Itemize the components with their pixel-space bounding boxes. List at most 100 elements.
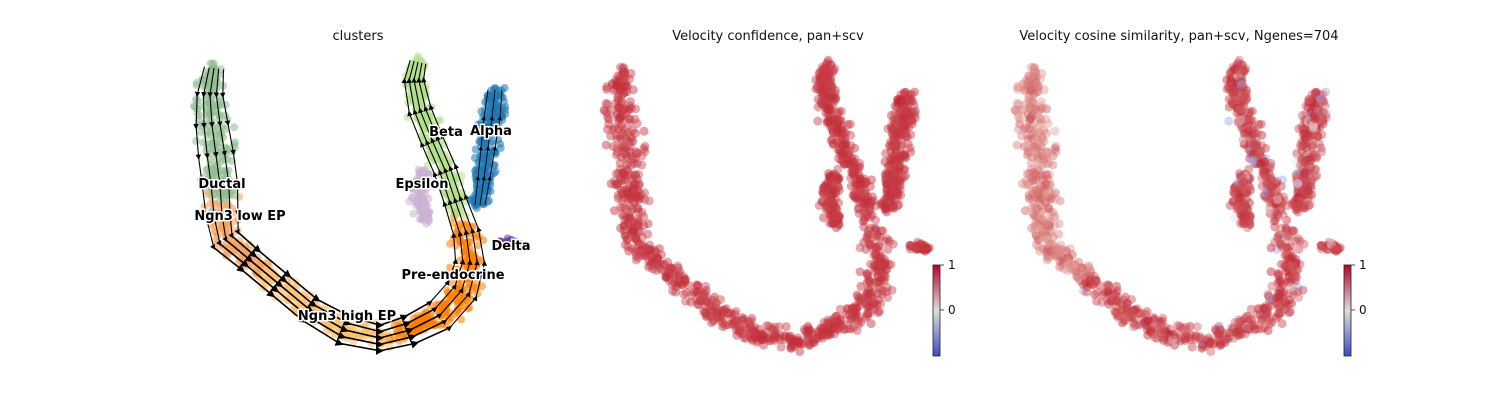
cell-point	[860, 313, 870, 323]
cell-point	[873, 277, 883, 287]
cell-point	[698, 290, 708, 300]
cell-point	[711, 298, 721, 308]
cell-point	[847, 158, 857, 168]
cell-point	[849, 171, 859, 181]
cell-point	[1022, 169, 1032, 179]
cell-point	[746, 316, 756, 326]
cell-point	[868, 288, 878, 297]
cell-point	[735, 328, 745, 337]
colorbar-tick-1: 1	[1359, 258, 1367, 272]
cell-point	[710, 306, 720, 315]
cell-point	[618, 68, 628, 78]
cell-point	[735, 321, 745, 331]
cell-point	[1067, 250, 1077, 260]
cluster-label-beta: Beta	[429, 125, 463, 140]
cell-point	[1295, 236, 1305, 246]
cell-point	[654, 244, 664, 254]
cell-point	[788, 340, 798, 350]
cell-point	[854, 198, 864, 208]
cell-point	[874, 306, 884, 316]
cell-point	[819, 327, 829, 337]
cell-point	[881, 202, 891, 212]
cell-point	[646, 244, 656, 254]
cell-point	[1265, 198, 1275, 208]
cell-point	[675, 267, 685, 276]
cell-point	[629, 196, 639, 206]
cell-point	[863, 290, 873, 300]
cell-point	[855, 188, 865, 197]
cell-point	[1159, 336, 1169, 345]
cell-point	[1021, 206, 1030, 216]
cell-point	[619, 63, 629, 72]
cell-point	[822, 318, 832, 328]
cell-point	[902, 131, 912, 140]
cell-point	[727, 313, 737, 323]
cell-point	[876, 252, 886, 262]
cell-point	[1041, 179, 1051, 189]
cell-point	[226, 223, 235, 232]
cell-point	[863, 271, 873, 281]
cell-point	[640, 141, 650, 151]
cell-point	[832, 128, 842, 138]
cell-point	[831, 93, 841, 103]
cluster-label-ductal: Ductal	[198, 177, 245, 192]
cell-point	[1022, 80, 1032, 90]
cell-point	[644, 262, 654, 272]
cell-point	[871, 215, 881, 225]
cell-point	[632, 185, 642, 194]
cell-point	[679, 272, 689, 281]
cell-point	[1293, 179, 1303, 188]
cell-point	[631, 128, 640, 138]
cell-point	[854, 192, 864, 202]
cell-point	[614, 103, 623, 113]
cell-point	[213, 232, 222, 241]
cell-point	[607, 79, 617, 89]
cell-point	[828, 177, 838, 187]
cell-point	[602, 82, 612, 92]
cell-point	[869, 299, 879, 309]
cell-point	[862, 198, 872, 207]
cell-point	[822, 94, 832, 104]
cell-point	[852, 193, 861, 203]
cell-point	[880, 260, 890, 269]
cell-point	[875, 261, 885, 271]
cell-point	[855, 267, 865, 277]
cell-point	[803, 336, 813, 346]
cell-point	[816, 73, 826, 83]
cell-point	[606, 105, 616, 115]
cell-point	[836, 115, 846, 125]
cell-point	[621, 82, 631, 91]
cell-point	[633, 221, 643, 231]
cell-point	[643, 219, 653, 229]
cell-point	[814, 69, 824, 79]
cell-point	[862, 269, 872, 279]
cell-point	[1081, 278, 1090, 288]
cell-point	[630, 179, 640, 189]
cell-point	[869, 262, 879, 272]
cell-point	[786, 336, 796, 346]
cell-point	[618, 68, 628, 78]
cell-point	[822, 116, 832, 126]
cell-point	[625, 181, 635, 191]
cell-point	[671, 270, 680, 280]
cell-point	[804, 325, 814, 335]
cell-point	[863, 303, 873, 312]
cell-point	[673, 278, 683, 288]
cell-point	[651, 258, 661, 268]
cell-point	[1250, 128, 1260, 138]
cell-point	[761, 327, 771, 337]
cell-point	[863, 311, 873, 321]
cell-point	[840, 133, 850, 143]
cell-point	[851, 174, 861, 184]
cell-point	[1032, 82, 1042, 91]
cell-point	[625, 207, 635, 217]
cell-point	[1072, 272, 1082, 282]
cell-point	[687, 290, 697, 300]
cell-point	[826, 106, 836, 116]
cell-point	[602, 84, 612, 94]
cell-point	[616, 175, 626, 185]
cell-point	[1245, 116, 1255, 126]
cell-point	[1191, 331, 1201, 341]
cell-point	[841, 309, 851, 319]
colorbar-tick-0: 0	[1359, 303, 1367, 317]
